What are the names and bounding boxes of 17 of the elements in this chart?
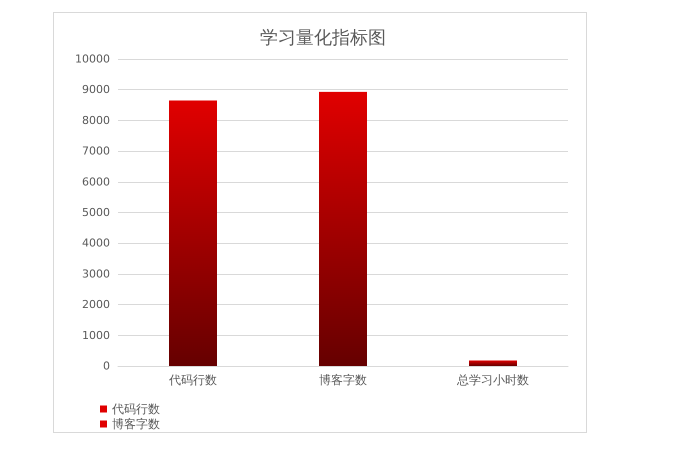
y-tick-label: 2000 (82, 298, 110, 312)
y-tick-label: 3000 (82, 267, 110, 280)
y-tick-label: 1000 (82, 328, 110, 342)
legend-label: 博客字数 (112, 417, 160, 431)
chart-title: 学习量化指标图 (260, 28, 386, 48)
y-tick-label: 7000 (82, 144, 110, 158)
x-tick-label: 总学习小时数 (456, 373, 529, 387)
y-tick-label: 6000 (82, 175, 110, 188)
y-tick-label: 10000 (75, 52, 110, 66)
legend-label: 代码行数 (111, 402, 160, 416)
y-tick-label: 0 (103, 360, 110, 372)
x-tick-label: 博客字数 (319, 373, 367, 387)
y-tick-label: 5000 (82, 206, 110, 219)
x-tick-label: 代码行数 (168, 373, 217, 387)
y-tick-label: 9000 (82, 83, 110, 96)
y-tick-label: 4000 (82, 236, 110, 250)
y-tick-label: 8000 (82, 114, 110, 127)
